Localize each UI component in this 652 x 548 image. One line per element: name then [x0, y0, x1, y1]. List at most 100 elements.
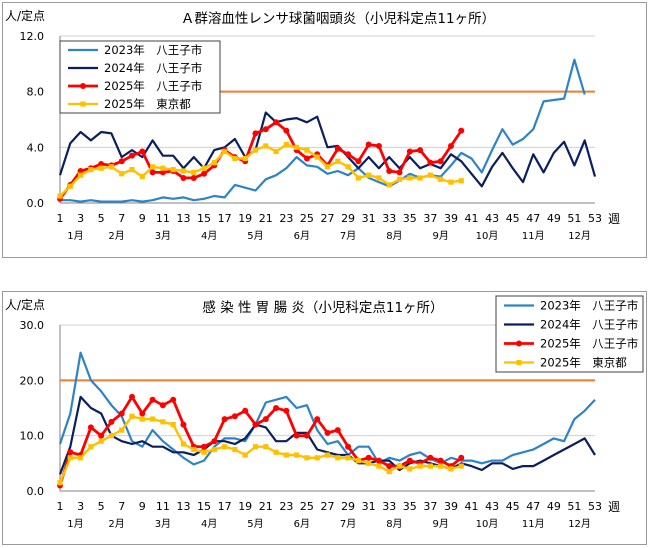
c2-month-label: 12月 — [568, 518, 591, 530]
c1-legend-label: 2024年 八王子市 — [104, 61, 202, 75]
c1-x-tick-label: 41 — [465, 212, 479, 225]
c2-month-label: 11月 — [522, 518, 545, 530]
c1-series-line-1 — [58, 111, 597, 188]
c2-data-point — [139, 410, 146, 417]
c2-legend-label: 2025年 東京都 — [540, 356, 627, 370]
c2-x-tick-label: 3 — [77, 500, 84, 513]
c2-data-point — [252, 444, 259, 450]
c1-data-point — [447, 142, 454, 149]
c2-month-label: 2月 — [108, 518, 124, 530]
chart-panel-strep: 0.0 4.0 8.0 12.0 Ａ群溶血性レンサ球菌咽頭炎（小児科定点11ヶ所） 人/定… — [2, 2, 647, 258]
c2-data-point — [129, 413, 135, 419]
c2-x-tick-label: 17 — [218, 500, 232, 513]
c2-y-axis-label: 人/定点 — [5, 297, 45, 312]
c2-x-tick-label: 51 — [567, 500, 581, 513]
c1-month-label: 7月 — [340, 230, 356, 242]
c2-data-point — [180, 441, 187, 447]
c1-x-tick-label: 43 — [485, 212, 499, 225]
c2-data-point — [180, 421, 187, 428]
c1-data-point — [386, 182, 392, 188]
c2-y-tick-label: 30.0 — [20, 319, 45, 332]
c1-data-point — [191, 169, 197, 175]
c2-x-tick-label: 1 — [57, 500, 64, 513]
c1-x-tick-label: 9 — [139, 212, 146, 225]
c2-series-line-2 — [58, 395, 463, 486]
c2-x-tick-label: 53 — [588, 500, 602, 513]
c1-data-point — [345, 164, 351, 170]
c1-month-label: 2月 — [108, 230, 124, 242]
c2-data-point — [191, 446, 197, 453]
c1-data-point — [406, 148, 413, 155]
chart-infectious-gastroenteritis: 0.0 10.0 20.0 30.0 感 染 性 胃 腸 炎（小児科定点11ヶ所） 人/定… — [5, 295, 644, 530]
c2-data-point — [231, 413, 238, 420]
c2-data-point — [386, 463, 393, 470]
c2-data-point — [458, 463, 464, 469]
c1-x-tick-label: 15 — [197, 212, 211, 225]
c1-x-tick-label: 25 — [300, 212, 314, 225]
c1-legend: 2023年 八王子市 2024年 八王子市 2025年 八王子市 2025年 東京都 — [59, 40, 221, 114]
c2-x-axis-label: 週 — [608, 500, 620, 514]
c1-month-label: 6月 — [294, 230, 310, 242]
c2-y-tick-label: 10.0 — [20, 430, 45, 443]
c2-y-tick-label: 20.0 — [20, 374, 45, 387]
c1-legend-label: 2023年 八王子市 — [104, 43, 202, 57]
c1-data-point — [407, 175, 413, 181]
c2-x-tick-label: 21 — [259, 500, 273, 513]
c2-month-label: 10月 — [476, 518, 499, 530]
c2-data-point — [149, 396, 156, 403]
c2-x-tick-label: 19 — [238, 500, 252, 513]
c1-data-point — [386, 167, 393, 174]
c1-legend-label: 2025年 八王子市 — [104, 79, 202, 93]
c2-data-point — [98, 438, 104, 444]
c1-data-point — [427, 172, 433, 178]
c1-data-point — [437, 158, 444, 165]
c1-data-point — [67, 183, 73, 189]
c2-x-tick-label: 47 — [526, 500, 540, 513]
c2-data-point — [211, 446, 217, 453]
c1-series-line-0 — [60, 58, 586, 203]
c2-data-point — [211, 438, 218, 445]
c2-legend-label: 2024年 八王子市 — [540, 318, 638, 332]
c2-x-tick-label: 37 — [423, 500, 437, 513]
c2-x-tick-label: 7 — [118, 500, 125, 513]
c1-data-point — [294, 144, 300, 150]
c1-x-tick-label: 53 — [588, 212, 602, 225]
c2-x-tick-label: 41 — [465, 500, 479, 513]
c1-x-tick-label: 33 — [382, 212, 396, 225]
c2-data-point — [87, 424, 94, 431]
c1-data-point — [139, 148, 146, 155]
c1-data-point — [376, 175, 382, 181]
c1-x-tick-label: 51 — [567, 212, 581, 225]
c2-data-point — [252, 421, 259, 428]
c2-series-0 — [58, 351, 596, 466]
c1-data-point — [355, 175, 361, 181]
c2-data-point — [345, 443, 352, 450]
c2-month-label: 3月 — [155, 518, 171, 530]
c1-y-tick-label: 8.0 — [27, 86, 45, 99]
c2-data-point — [222, 444, 228, 450]
c2-legend: 2023年 八王子市 2024年 八王子市 2025年 八王子市 2025年 東京都 — [495, 295, 644, 373]
c1-data-point — [262, 126, 269, 133]
c2-x-tick-label: 35 — [403, 500, 417, 513]
c1-x-tick-label: 23 — [279, 212, 293, 225]
c2-chart-title: 感 染 性 胃 腸 炎（小児科定点11ヶ所） — [202, 299, 443, 316]
c1-data-point — [98, 161, 105, 168]
c1-x-tick-label: 39 — [444, 212, 458, 225]
c2-data-point — [283, 407, 290, 414]
c2-legend-label: 2025年 八王子市 — [540, 337, 638, 351]
c1-data-point — [263, 143, 269, 149]
c2-month-label: 6月 — [294, 518, 310, 530]
c1-data-point — [283, 127, 290, 134]
c2-data-point — [376, 463, 382, 469]
c1-data-point — [160, 165, 166, 171]
c2-data-point — [438, 463, 444, 469]
c2-month-label: 4月 — [201, 518, 217, 530]
c2-legend-marker — [516, 359, 522, 366]
c1-series-3 — [57, 141, 464, 199]
c1-month-label: 11月 — [522, 230, 545, 242]
c1-data-point — [375, 142, 382, 149]
c1-data-point — [448, 179, 454, 185]
c1-data-point — [119, 171, 125, 177]
c2-data-point — [427, 463, 433, 469]
c1-data-point — [252, 130, 259, 137]
